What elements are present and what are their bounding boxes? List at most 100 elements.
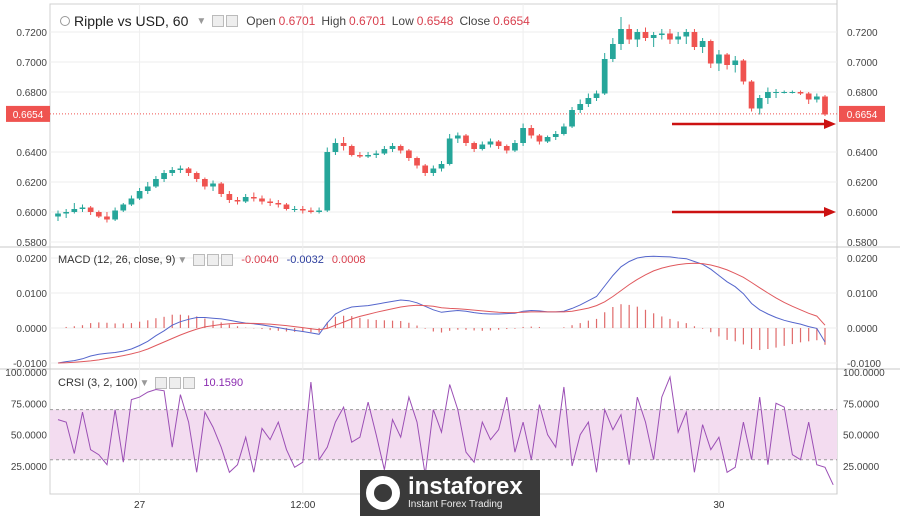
- candle-body: [495, 141, 502, 146]
- signal-line: [57, 262, 826, 364]
- candle-body: [144, 186, 151, 191]
- candle-body: [454, 135, 461, 139]
- candle-body: [577, 104, 584, 110]
- y-tick-label: 0.7200: [16, 28, 47, 39]
- candle-body: [699, 41, 706, 47]
- candle-body: [797, 92, 804, 94]
- last-price-badge-right: [839, 105, 885, 122]
- candle-body: [136, 191, 143, 199]
- price-header: Ripple vs USD, 60 ▼ Open 0.6701 High 0.6…: [60, 13, 530, 29]
- high-label: High: [321, 14, 347, 28]
- candle-body: [634, 32, 641, 40]
- crsi-value: 10.1590: [203, 377, 244, 389]
- candle-body: [618, 29, 624, 44]
- candle-body: [446, 138, 453, 164]
- close-icon[interactable]: [221, 254, 234, 266]
- candle-body: [210, 183, 216, 187]
- candle-body: [463, 135, 469, 143]
- candle-body: [340, 143, 347, 146]
- y-tick-label: 0.7000: [16, 58, 47, 69]
- candle-body: [365, 155, 371, 157]
- y-tick-label: -0.0100: [847, 359, 881, 370]
- candle-body: [87, 207, 94, 212]
- candle-body: [71, 209, 78, 212]
- candle-body: [299, 209, 306, 211]
- candle-body: [112, 210, 118, 220]
- candle-body: [242, 197, 249, 202]
- candle-body: [169, 170, 176, 173]
- crsi-line: [57, 375, 834, 486]
- candle-body: [536, 135, 543, 142]
- candle-body: [552, 134, 559, 137]
- candle-body: [291, 209, 298, 210]
- candle-body: [626, 29, 633, 40]
- collapse-icon[interactable]: [60, 16, 70, 26]
- y-tick-label: 0.6800: [847, 88, 878, 99]
- candle-body: [683, 32, 690, 37]
- y-tick-label: 0.5800: [847, 238, 878, 249]
- macd-title[interactable]: MACD (12, 26, close, 9): [58, 254, 176, 266]
- candle-body: [161, 173, 167, 179]
- chevron-down-icon[interactable]: ▼: [177, 254, 188, 266]
- x-tick-label: 30: [713, 500, 725, 511]
- last-price-label-right: 0.6654: [847, 110, 878, 121]
- logo-mark-icon: [366, 476, 400, 510]
- candle-body: [153, 179, 159, 187]
- low-value: 0.6548: [416, 14, 454, 28]
- candle-body: [471, 143, 477, 149]
- low-label: Low: [391, 14, 414, 28]
- candle-body: [789, 92, 796, 93]
- chevron-down-icon[interactable]: ▼: [196, 15, 207, 27]
- candle-body: [748, 81, 755, 109]
- arrow-head: [824, 119, 836, 129]
- candle-body: [316, 210, 322, 212]
- candle-body: [185, 168, 192, 173]
- settings-icon[interactable]: [226, 15, 239, 27]
- candle-body: [528, 128, 535, 136]
- crsi-header: CRSI (3, 2, 100) ▼ 10.1590: [58, 377, 243, 389]
- macd-value: -0.0040: [241, 254, 279, 266]
- logo-tagline: Instant Forex Trading: [408, 499, 503, 510]
- candle-body: [55, 213, 61, 217]
- chevron-down-icon[interactable]: ▼: [139, 377, 150, 389]
- candle-body: [104, 216, 110, 220]
- visibility-icon[interactable]: [212, 15, 225, 27]
- y-tick-label: 0.0000: [16, 324, 47, 335]
- candle-body: [765, 92, 771, 98]
- visibility-icon[interactable]: [155, 377, 168, 389]
- candle-body: [422, 165, 429, 173]
- candle-body: [503, 146, 510, 151]
- candle-body: [250, 197, 257, 199]
- close-value: 0.6654: [493, 14, 530, 28]
- candle-body: [275, 203, 282, 205]
- candle-body: [569, 110, 575, 127]
- y-tick-label: 100.0000: [5, 368, 47, 379]
- crsi-title[interactable]: CRSI (3, 2, 100): [58, 377, 138, 389]
- macd-header: MACD (12, 26, close, 9) ▼ -0.0040 -0.003…: [58, 254, 366, 266]
- x-tick-label: 12:00: [290, 500, 315, 511]
- candle-body: [373, 153, 380, 155]
- y-tick-label: 0.6400: [16, 148, 47, 159]
- candle-body: [805, 93, 812, 100]
- candle-body: [520, 128, 526, 143]
- visibility-icon[interactable]: [193, 254, 206, 266]
- candle-body: [707, 41, 714, 64]
- candle-body: [397, 146, 404, 151]
- candle-body: [332, 143, 339, 152]
- candle-body: [609, 44, 616, 59]
- logo-name: instaforex: [408, 473, 523, 500]
- candle-body: [79, 207, 86, 209]
- settings-icon[interactable]: [169, 377, 182, 389]
- y-tick-label: -0.0100: [13, 359, 47, 370]
- last-price-label-left: 0.6654: [13, 110, 44, 121]
- candle-body: [561, 126, 567, 134]
- symbol-title[interactable]: Ripple vs USD, 60: [74, 13, 189, 29]
- close-icon[interactable]: [183, 377, 196, 389]
- x-tick-label: 27: [134, 500, 146, 511]
- settings-icon[interactable]: [207, 254, 220, 266]
- candle-body: [430, 168, 437, 173]
- y-tick-label: 75.0000: [843, 399, 880, 410]
- candle-body: [406, 150, 412, 158]
